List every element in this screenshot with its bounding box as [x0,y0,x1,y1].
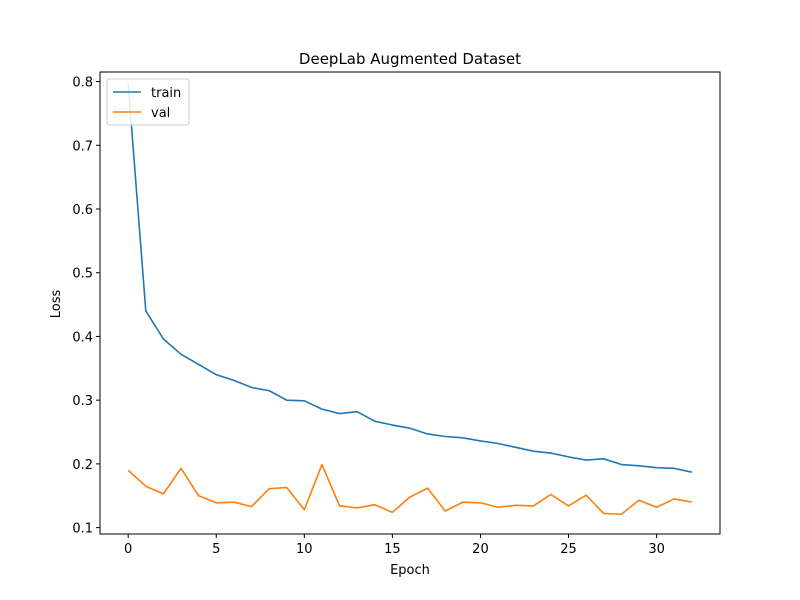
plot-area [99,71,721,535]
y-tick-label: 0.3 [72,394,93,409]
y-tick-label: 0.1 [72,522,93,537]
y-tick-label: 0.5 [72,267,93,282]
x-tick-label: 0 [124,542,132,557]
legend-label-train: train [151,86,181,101]
plot-frame [99,71,721,535]
legend-label-val: val [151,106,170,121]
legend: train val [106,78,190,126]
x-axis: 0 5 10 15 20 25 30 [124,534,665,557]
x-tick-label: 10 [296,542,313,557]
series-lines [127,83,692,516]
series-line-val [127,463,692,516]
y-tick-label: 0.8 [72,76,93,91]
x-axis-label: Epoch [390,563,430,578]
legend-box [106,78,190,126]
x-tick-label: 15 [384,542,401,557]
x-tick-label: 20 [472,542,489,557]
series-line-train [127,83,692,473]
y-axis: 0.1 0.2 0.3 0.4 0.5 0.6 0.7 0.8 [72,76,100,537]
x-tick-label: 30 [648,542,665,557]
y-tick-label: 0.2 [72,458,93,473]
x-tick-label: 5 [212,542,220,557]
y-tick-label: 0.7 [72,139,93,154]
y-axis-label: Loss [49,290,64,319]
y-tick-label: 0.4 [72,330,93,345]
y-tick-label: 0.6 [72,203,93,218]
chart-title: DeepLab Augmented Dataset [299,50,521,68]
x-tick-label: 25 [560,542,577,557]
